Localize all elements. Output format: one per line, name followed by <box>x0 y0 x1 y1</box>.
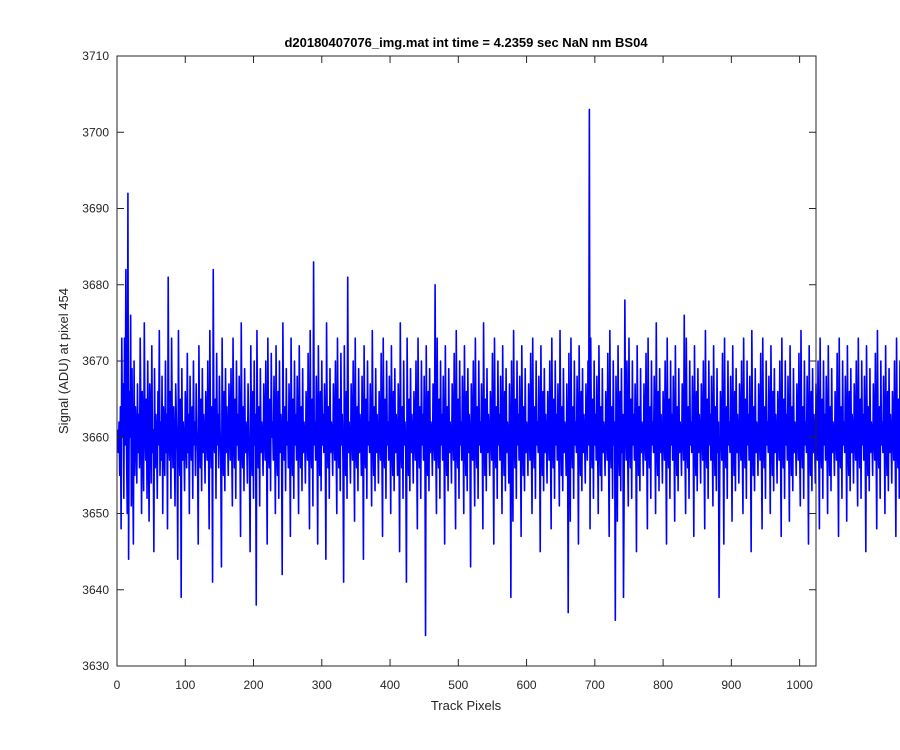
y-tick-label-3660: 3660 <box>82 430 109 444</box>
x-tick-label-900: 900 <box>721 678 741 692</box>
x-axis-label: Track Pixels <box>431 698 502 713</box>
chart-title: d20180407076_img.mat int time = 4.2359 s… <box>284 35 648 50</box>
x-tick-label-300: 300 <box>312 678 332 692</box>
y-axis-label: Signal (ADU) at pixel 454 <box>56 288 71 434</box>
series-line-0 <box>116 108 900 637</box>
x-tick-label-400: 400 <box>380 678 400 692</box>
y-tick-label-3650: 3650 <box>82 507 109 521</box>
x-tick-label-800: 800 <box>653 678 673 692</box>
y-tick-label-3700: 3700 <box>82 125 109 139</box>
y-tick-label-3630: 3630 <box>82 659 109 673</box>
x-tick-label-600: 600 <box>517 678 537 692</box>
data-layer <box>116 108 900 637</box>
y-tick-label-3640: 3640 <box>82 583 109 597</box>
y-axis: 3630 3640 3650 3660 3670 3680 3690 3700 3710 <box>82 49 816 673</box>
x-axis: 0 100 200 300 400 500 600 700 800 900 1000 <box>114 56 813 692</box>
x-tick-label-1000: 1000 <box>786 678 813 692</box>
y-tick-label-3710: 3710 <box>82 49 109 63</box>
y-tick-label-3670: 3670 <box>82 354 109 368</box>
y-tick-label-3690: 3690 <box>82 202 109 216</box>
y-tick-label-3680: 3680 <box>82 278 109 292</box>
x-tick-label-500: 500 <box>448 678 468 692</box>
x-tick-label-0: 0 <box>114 678 121 692</box>
x-tick-label-200: 200 <box>244 678 264 692</box>
x-tick-label-100: 100 <box>175 678 195 692</box>
x-tick-label-700: 700 <box>585 678 605 692</box>
